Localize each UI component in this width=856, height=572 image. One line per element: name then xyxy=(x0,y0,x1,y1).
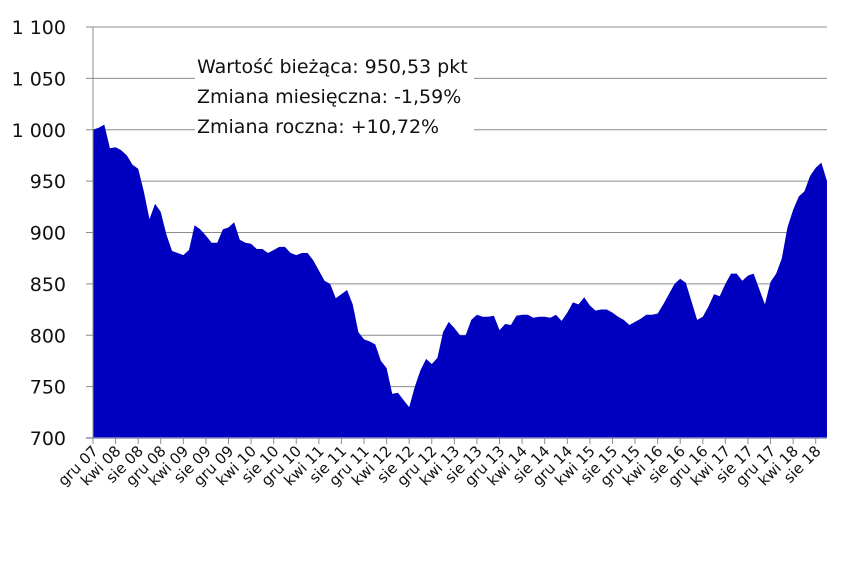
monthly-change-text: Zmiana miesięczna: -1,59% xyxy=(197,86,462,108)
y-tick-label: 1 050 xyxy=(12,68,66,90)
axes xyxy=(86,27,827,444)
index-area-series xyxy=(93,124,827,439)
current-value-text: Wartość bieżąca: 950,53 pkt xyxy=(197,56,468,78)
y-tick-label: 1 100 xyxy=(12,17,66,39)
y-tick-label: 750 xyxy=(30,377,66,399)
y-tick-label: 950 xyxy=(30,171,66,193)
y-tick-label: 900 xyxy=(30,223,66,245)
y-tick-label: 700 xyxy=(30,428,66,450)
y-tick-label: 1 000 xyxy=(12,120,66,142)
y-tick-label: 850 xyxy=(30,274,66,296)
summary-box: Wartość bieżąca: 950,53 pkt Zmiana miesi… xyxy=(195,52,474,142)
yearly-change-text: Zmiana roczna: +10,72% xyxy=(197,116,440,138)
y-axis-labels: 700 750 800 850 900 950 1 000 1 050 1 100 xyxy=(12,17,66,450)
y-tick-label: 800 xyxy=(30,325,66,347)
